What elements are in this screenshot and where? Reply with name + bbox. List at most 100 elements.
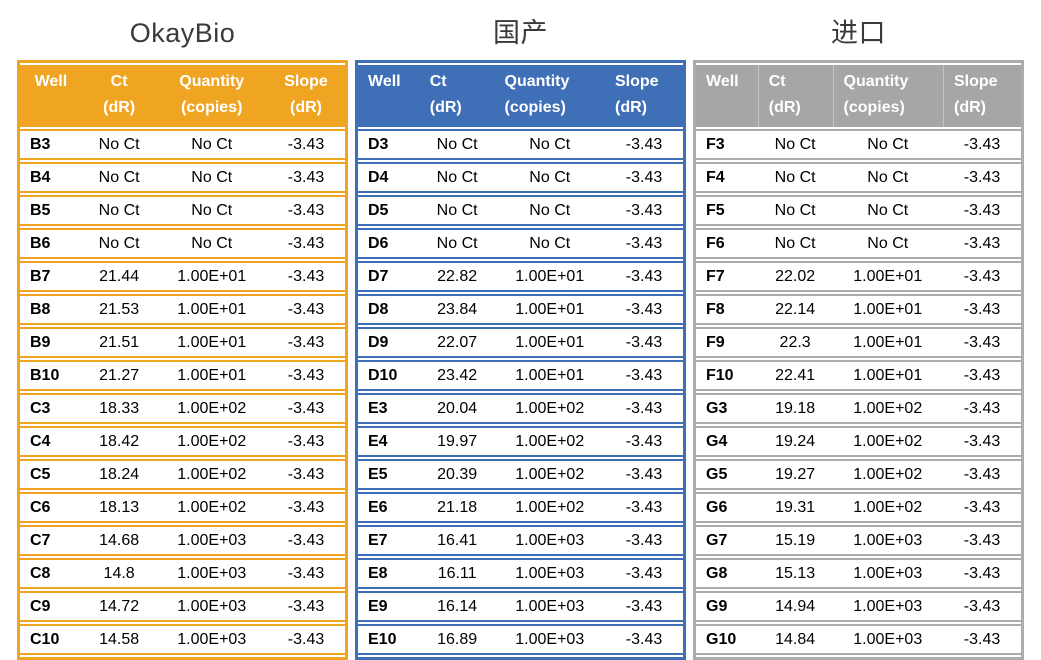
quantity-cell: 1.00E+03	[494, 624, 605, 655]
slope-cell: -3.43	[605, 327, 683, 358]
well-cell: D6	[358, 228, 420, 259]
table-row: D5 No Ct No Ct -3.43	[358, 195, 683, 226]
ct-cell: No Ct	[757, 162, 833, 193]
slope-cell: -3.43	[943, 360, 1021, 391]
slope-cell: -3.43	[943, 294, 1021, 325]
quantity-cell: 1.00E+01	[832, 360, 943, 391]
well-cell: C4	[20, 426, 82, 457]
slope-cell: -3.43	[267, 162, 345, 193]
quantity-cell: 1.00E+03	[156, 558, 267, 589]
well-cell: F4	[696, 162, 758, 193]
table-row: B10 21.27 1.00E+01 -3.43	[20, 360, 345, 391]
ct-cell: 21.51	[81, 327, 157, 358]
ct-cell: 14.72	[81, 591, 157, 622]
slope-cell: -3.43	[267, 492, 345, 523]
slope-cell: -3.43	[267, 459, 345, 490]
quantity-cell: No Ct	[156, 195, 267, 226]
ct-cell: 21.27	[81, 360, 157, 391]
ct-cell: No Ct	[757, 129, 833, 160]
header-line: Well	[34, 73, 68, 90]
ct-cell: 19.18	[757, 393, 833, 424]
ct-cell: No Ct	[419, 195, 495, 226]
well-cell: F3	[696, 129, 758, 160]
header-line: (dR)	[290, 99, 322, 116]
ct-cell: 21.53	[81, 294, 157, 325]
slope-cell: -3.43	[943, 591, 1021, 622]
slope-cell: -3.43	[267, 624, 345, 655]
quantity-cell: 1.00E+01	[156, 327, 267, 358]
quantity-cell: 1.00E+02	[832, 492, 943, 523]
quantity-cell: 1.00E+01	[832, 261, 943, 292]
column-header-quantity: Quantity (copies)	[832, 65, 943, 127]
header-line: (dR)	[954, 99, 986, 116]
header-line: Slope	[615, 73, 659, 90]
table-row: B4 No Ct No Ct -3.43	[20, 162, 345, 193]
well-cell: E7	[358, 525, 420, 556]
header-line: Well	[706, 73, 739, 90]
quantity-cell: No Ct	[832, 195, 943, 226]
quantity-cell: 1.00E+01	[494, 261, 605, 292]
quantity-cell: 1.00E+03	[156, 591, 267, 622]
header-line	[20, 95, 82, 121]
ct-cell: No Ct	[419, 129, 495, 160]
slope-cell: -3.43	[943, 393, 1021, 424]
table-row: F7 22.02 1.00E+01 -3.43	[696, 261, 1021, 292]
quantity-cell: 1.00E+02	[156, 393, 267, 424]
table-row: C8 14.8 1.00E+03 -3.43	[20, 558, 345, 589]
well-cell: B10	[20, 360, 82, 391]
well-cell: B9	[20, 327, 82, 358]
quantity-cell: No Ct	[494, 129, 605, 160]
well-cell: B6	[20, 228, 82, 259]
ct-cell: No Ct	[81, 162, 157, 193]
quantity-cell: 1.00E+03	[832, 591, 943, 622]
ct-cell: 14.84	[757, 624, 833, 655]
header-line: (dR)	[768, 99, 801, 116]
quantity-cell: 1.00E+02	[156, 459, 267, 490]
slope-cell: -3.43	[943, 558, 1021, 589]
ct-cell: No Ct	[757, 195, 833, 226]
table-title: 国产	[493, 18, 548, 48]
well-cell: D9	[358, 327, 420, 358]
ct-cell: 22.14	[757, 294, 833, 325]
table-row: B9 21.51 1.00E+01 -3.43	[20, 327, 345, 358]
table-row: E9 16.14 1.00E+03 -3.43	[358, 591, 683, 622]
slope-cell: -3.43	[605, 261, 683, 292]
table-row: F4 No Ct No Ct -3.43	[696, 162, 1021, 193]
ct-cell: 18.33	[81, 393, 157, 424]
slope-cell: -3.43	[943, 327, 1021, 358]
well-cell: C6	[20, 492, 82, 523]
table-border: Well Ct (dR) Quantity (copies) Slope	[693, 60, 1024, 660]
table-row: B5 No Ct No Ct -3.43	[20, 195, 345, 226]
table-title: OkayBio	[129, 18, 236, 48]
ct-cell: 21.44	[81, 261, 157, 292]
column-header-ct: Ct (dR)	[757, 65, 833, 127]
quantity-cell: 1.00E+01	[832, 327, 943, 358]
table-row: E7 16.41 1.00E+03 -3.43	[358, 525, 683, 556]
slope-cell: -3.43	[605, 492, 683, 523]
ct-cell: 20.04	[419, 393, 495, 424]
table-card-imported: 进口 Well Ct (dR) Quantit	[693, 10, 1024, 660]
column-header-quantity: Quantity (copies)	[494, 65, 605, 127]
slope-cell: -3.43	[943, 195, 1021, 226]
header-line: (dR)	[429, 99, 462, 116]
quantity-cell: 1.00E+03	[832, 525, 943, 556]
ct-cell: No Ct	[419, 228, 495, 259]
header-line: (dR)	[103, 99, 136, 116]
ct-cell: 22.41	[757, 360, 833, 391]
ct-cell: 14.58	[81, 624, 157, 655]
slope-cell: -3.43	[943, 459, 1021, 490]
header-line: (dR)	[615, 99, 647, 116]
slope-cell: -3.43	[605, 393, 683, 424]
table-row: D7 22.82 1.00E+01 -3.43	[358, 261, 683, 292]
ct-cell: 18.42	[81, 426, 157, 457]
well-cell: G8	[696, 558, 758, 589]
quantity-cell: 1.00E+03	[156, 525, 267, 556]
well-cell: F6	[696, 228, 758, 259]
well-cell: D10	[358, 360, 420, 391]
table-row: G8 15.13 1.00E+03 -3.43	[696, 558, 1021, 589]
well-cell: E8	[358, 558, 420, 589]
well-cell: D5	[358, 195, 420, 226]
header-line: Ct	[429, 73, 447, 90]
slope-cell: -3.43	[267, 360, 345, 391]
table-row: D10 23.42 1.00E+01 -3.43	[358, 360, 683, 391]
